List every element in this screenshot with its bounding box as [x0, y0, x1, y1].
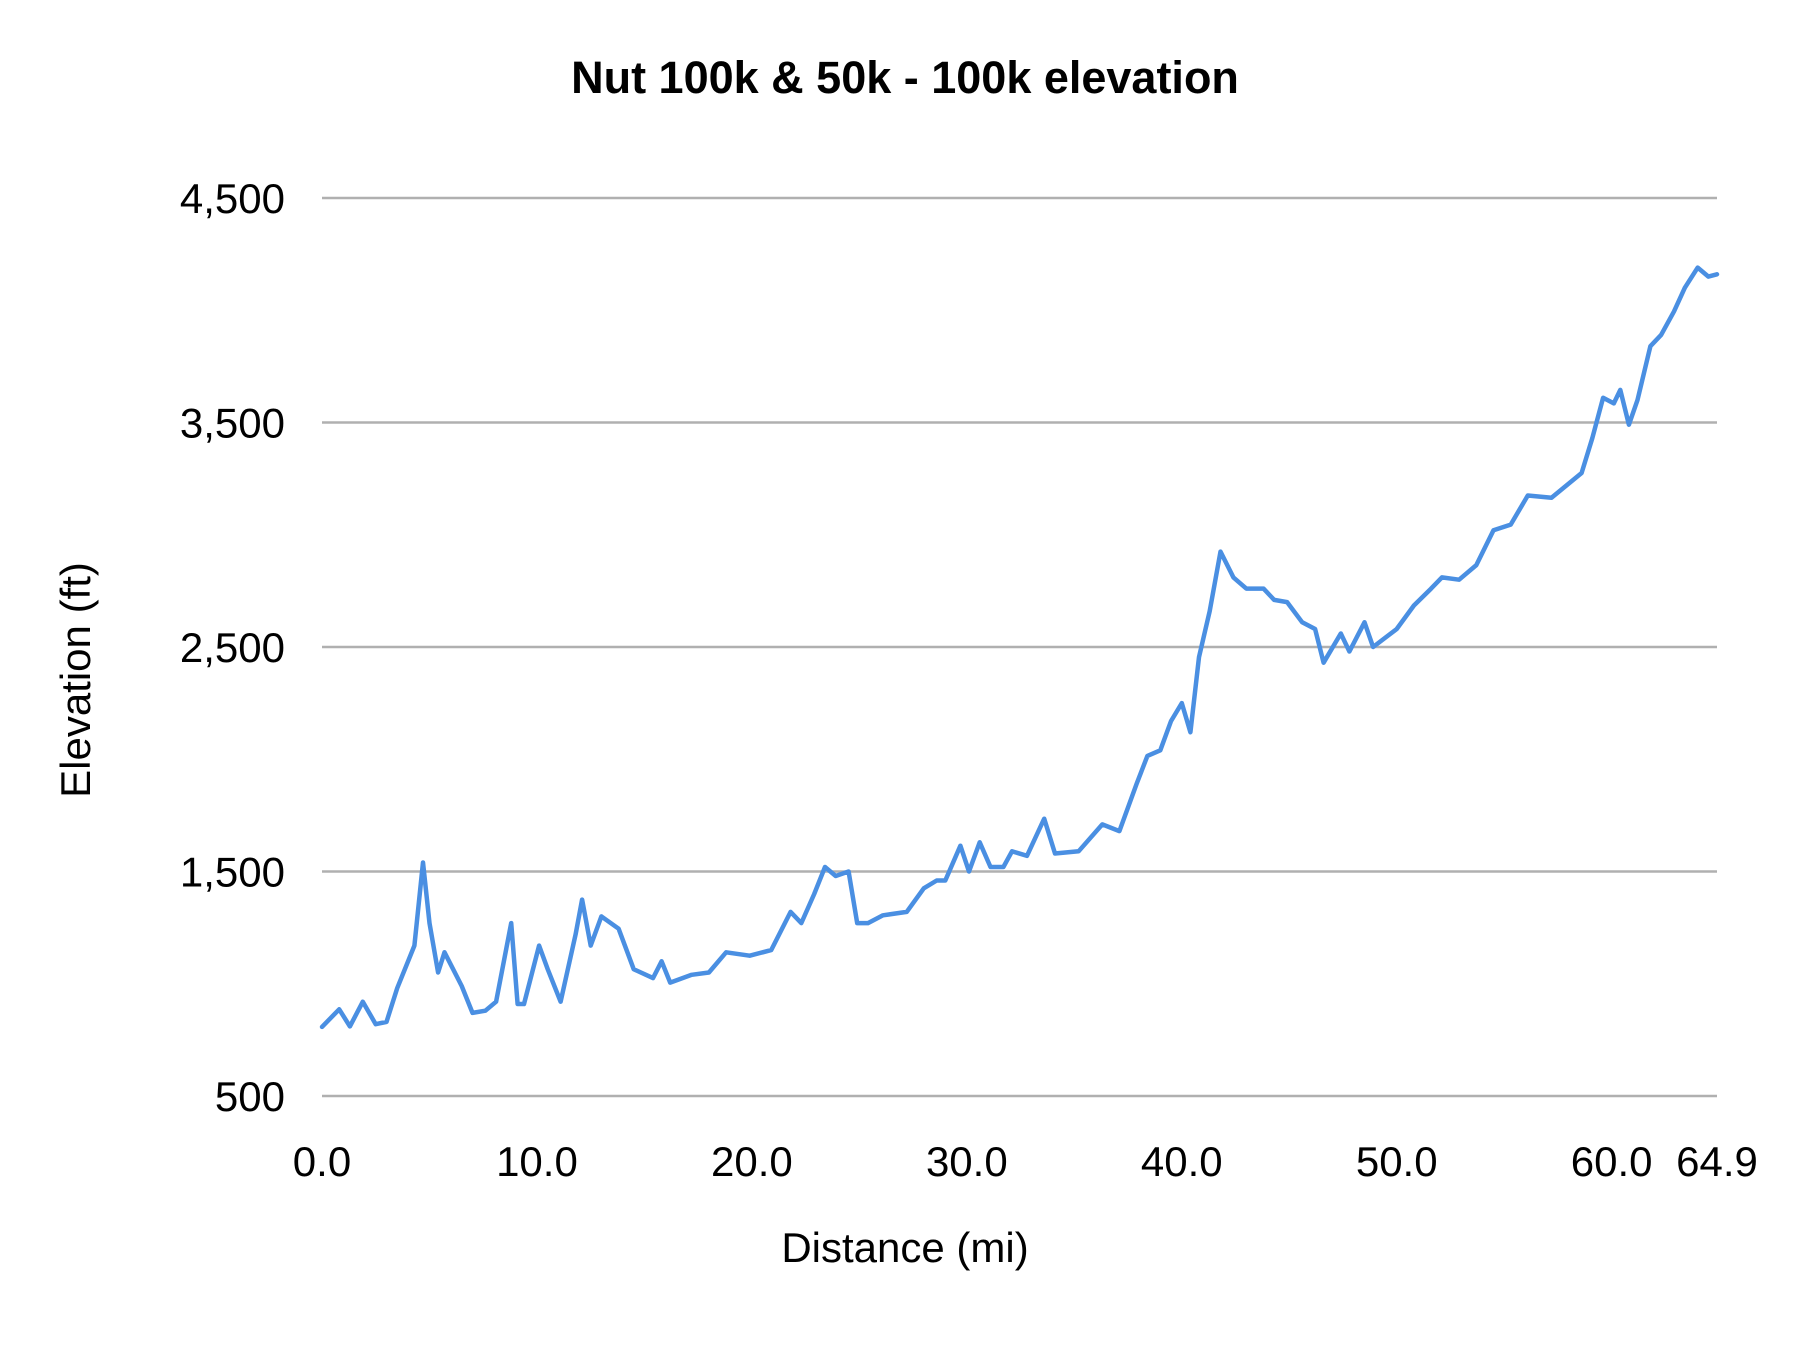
x-tick-label: 40.0 [1141, 1138, 1223, 1185]
x-tick-label: 50.0 [1356, 1138, 1438, 1185]
x-tick-label: 20.0 [711, 1138, 793, 1185]
y-tick-label: 3,500 [180, 400, 285, 447]
y-tick-label: 4,500 [180, 175, 285, 222]
y-tick-label: 2,500 [180, 624, 285, 671]
y-axis-title: Elevation (ft) [52, 562, 99, 798]
y-tick-label: 500 [215, 1073, 285, 1120]
series-layer [319, 265, 1720, 1030]
gridlines [322, 196, 1717, 1098]
y-tick-label: 1,500 [180, 849, 285, 896]
y-axis-ticks: 4,500 3,500 2,500 1,500 500 [180, 175, 285, 1120]
x-tick-label: 0.0 [293, 1138, 351, 1185]
elevation-line [319, 265, 1720, 1030]
x-tick-label: 10.0 [496, 1138, 578, 1185]
x-axis-title: Distance (mi) [781, 1224, 1028, 1271]
x-tick-label: 60.0 [1571, 1138, 1653, 1185]
chart-title: Nut 100k & 50k - 100k elevation [571, 52, 1239, 103]
x-tick-label: 64.9 [1676, 1138, 1758, 1185]
x-axis-ticks: 0.0 10.0 20.0 30.0 40.0 50.0 60.0 64.9 [293, 1138, 1758, 1185]
x-tick-label: 30.0 [926, 1138, 1008, 1185]
